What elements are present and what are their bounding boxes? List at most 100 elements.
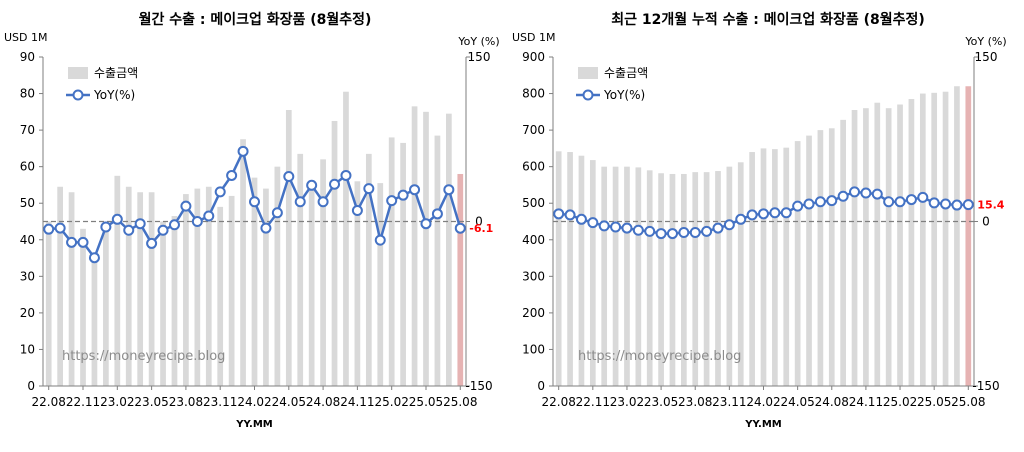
bar — [46, 222, 52, 387]
yoy-point — [668, 229, 677, 238]
x-tick-label: 23.11 — [203, 395, 237, 409]
yoy-point — [456, 224, 465, 233]
x-tick-label: 25.05 — [409, 395, 443, 409]
bar — [943, 92, 949, 386]
yoy-point — [964, 200, 973, 209]
left-axis-unit: USD 1M — [512, 31, 556, 44]
yoy-point — [952, 201, 961, 210]
x-tick-label: 23.02 — [100, 395, 134, 409]
bar — [783, 148, 789, 386]
x-tick-label: 24.11 — [849, 395, 883, 409]
yoy-point — [725, 220, 734, 229]
yoy-point — [330, 180, 339, 189]
left-tick-label: 100 — [522, 342, 545, 356]
yoy-point — [376, 236, 385, 245]
yoy-point — [44, 225, 53, 234]
yoy-point — [204, 212, 213, 221]
yoy-point — [79, 238, 88, 247]
yoy-point — [399, 191, 408, 200]
yoy-point — [113, 215, 122, 224]
bar — [556, 151, 562, 386]
bar — [389, 137, 395, 386]
yoy-point — [782, 208, 791, 217]
bar — [400, 143, 406, 386]
yoy-point — [136, 219, 145, 228]
yoy-point — [181, 202, 190, 211]
x-tick-label: 23.05 — [134, 395, 168, 409]
yoy-point — [56, 224, 65, 233]
yoy-point — [90, 253, 99, 262]
x-tick-label: 22.08 — [542, 395, 576, 409]
x-tick-label: 25.02 — [375, 395, 409, 409]
bar — [909, 99, 915, 386]
bar — [343, 92, 349, 386]
watermark-text: https://moneyrecipe.blog — [578, 349, 741, 364]
yoy-point — [827, 196, 836, 205]
legend-line-label: YoY(%) — [93, 88, 135, 102]
bar — [309, 185, 315, 386]
bar — [795, 141, 801, 386]
yoy-point — [793, 202, 802, 211]
yoy-point — [170, 220, 179, 229]
yoy-point — [713, 224, 722, 233]
x-tick-label: 23.11 — [712, 395, 746, 409]
yoy-point — [193, 217, 202, 226]
left-tick-label: 80 — [20, 87, 35, 101]
yoy-point — [850, 187, 859, 196]
yoy-point — [296, 197, 305, 206]
yoy-point — [679, 228, 688, 237]
left-tick-label: 200 — [522, 306, 545, 320]
x-tick-label: 25.02 — [883, 395, 917, 409]
yoy-point — [227, 171, 236, 180]
bar — [761, 148, 767, 386]
bar — [840, 120, 846, 386]
yoy-point — [341, 171, 350, 180]
yoy-point — [805, 199, 814, 208]
yoy-point — [736, 215, 745, 224]
yoy-point — [566, 210, 575, 219]
legend-line-label: YoY(%) — [603, 88, 645, 102]
yoy-point — [421, 219, 430, 228]
left-tick-label: 700 — [522, 123, 545, 137]
x-tick-label: 23.02 — [610, 395, 644, 409]
right-axis-unit: YoY (%) — [457, 35, 499, 48]
bar — [772, 149, 778, 386]
left-tick-label: 60 — [20, 160, 35, 174]
bar — [286, 110, 292, 386]
yoy-point — [577, 215, 586, 224]
yoy-point — [239, 147, 248, 156]
x-tick-label: 24.02 — [237, 395, 271, 409]
bar — [897, 105, 903, 386]
chart-title: 최근 12개월 누적 수출 : 메이크업 화장품 (8월추정) — [611, 11, 925, 28]
chart-1: 월간 수출 : 메이크업 화장품 (8월추정)USD 1M YoY (%)0102… — [4, 11, 500, 430]
x-tick-label: 25.08 — [951, 395, 985, 409]
yoy-point — [861, 188, 870, 197]
bar — [931, 93, 937, 386]
bar — [92, 254, 98, 386]
yoy-point — [216, 187, 225, 196]
yoy-point — [759, 209, 768, 218]
yoy-point — [444, 185, 453, 194]
x-tick-label: 23.08 — [169, 395, 203, 409]
yoy-point — [884, 197, 893, 206]
yoy-point — [611, 222, 620, 231]
yoy-point — [101, 222, 110, 231]
yoy-point — [159, 226, 168, 235]
left-tick-label: 0 — [27, 379, 35, 393]
left-axis-unit: USD 1M — [4, 31, 48, 44]
bar — [965, 86, 971, 386]
x-tick-label: 24.05 — [780, 395, 814, 409]
x-tick-label: 22.08 — [32, 395, 66, 409]
yoy-point — [770, 208, 779, 217]
bar — [818, 130, 824, 386]
yoy-point — [554, 209, 563, 218]
bar — [749, 152, 755, 386]
legend-bar-swatch — [68, 67, 88, 79]
right-tick-label: -150 — [972, 379, 999, 393]
last-value-label: 15.4 — [977, 199, 1004, 212]
chart-title: 월간 수출 : 메이크업 화장품 (8월추정) — [139, 11, 372, 28]
legend-bar-label: 수출금액 — [94, 66, 138, 80]
yoy-point — [387, 196, 396, 205]
left-tick-label: 90 — [20, 50, 35, 64]
bar — [852, 110, 858, 386]
